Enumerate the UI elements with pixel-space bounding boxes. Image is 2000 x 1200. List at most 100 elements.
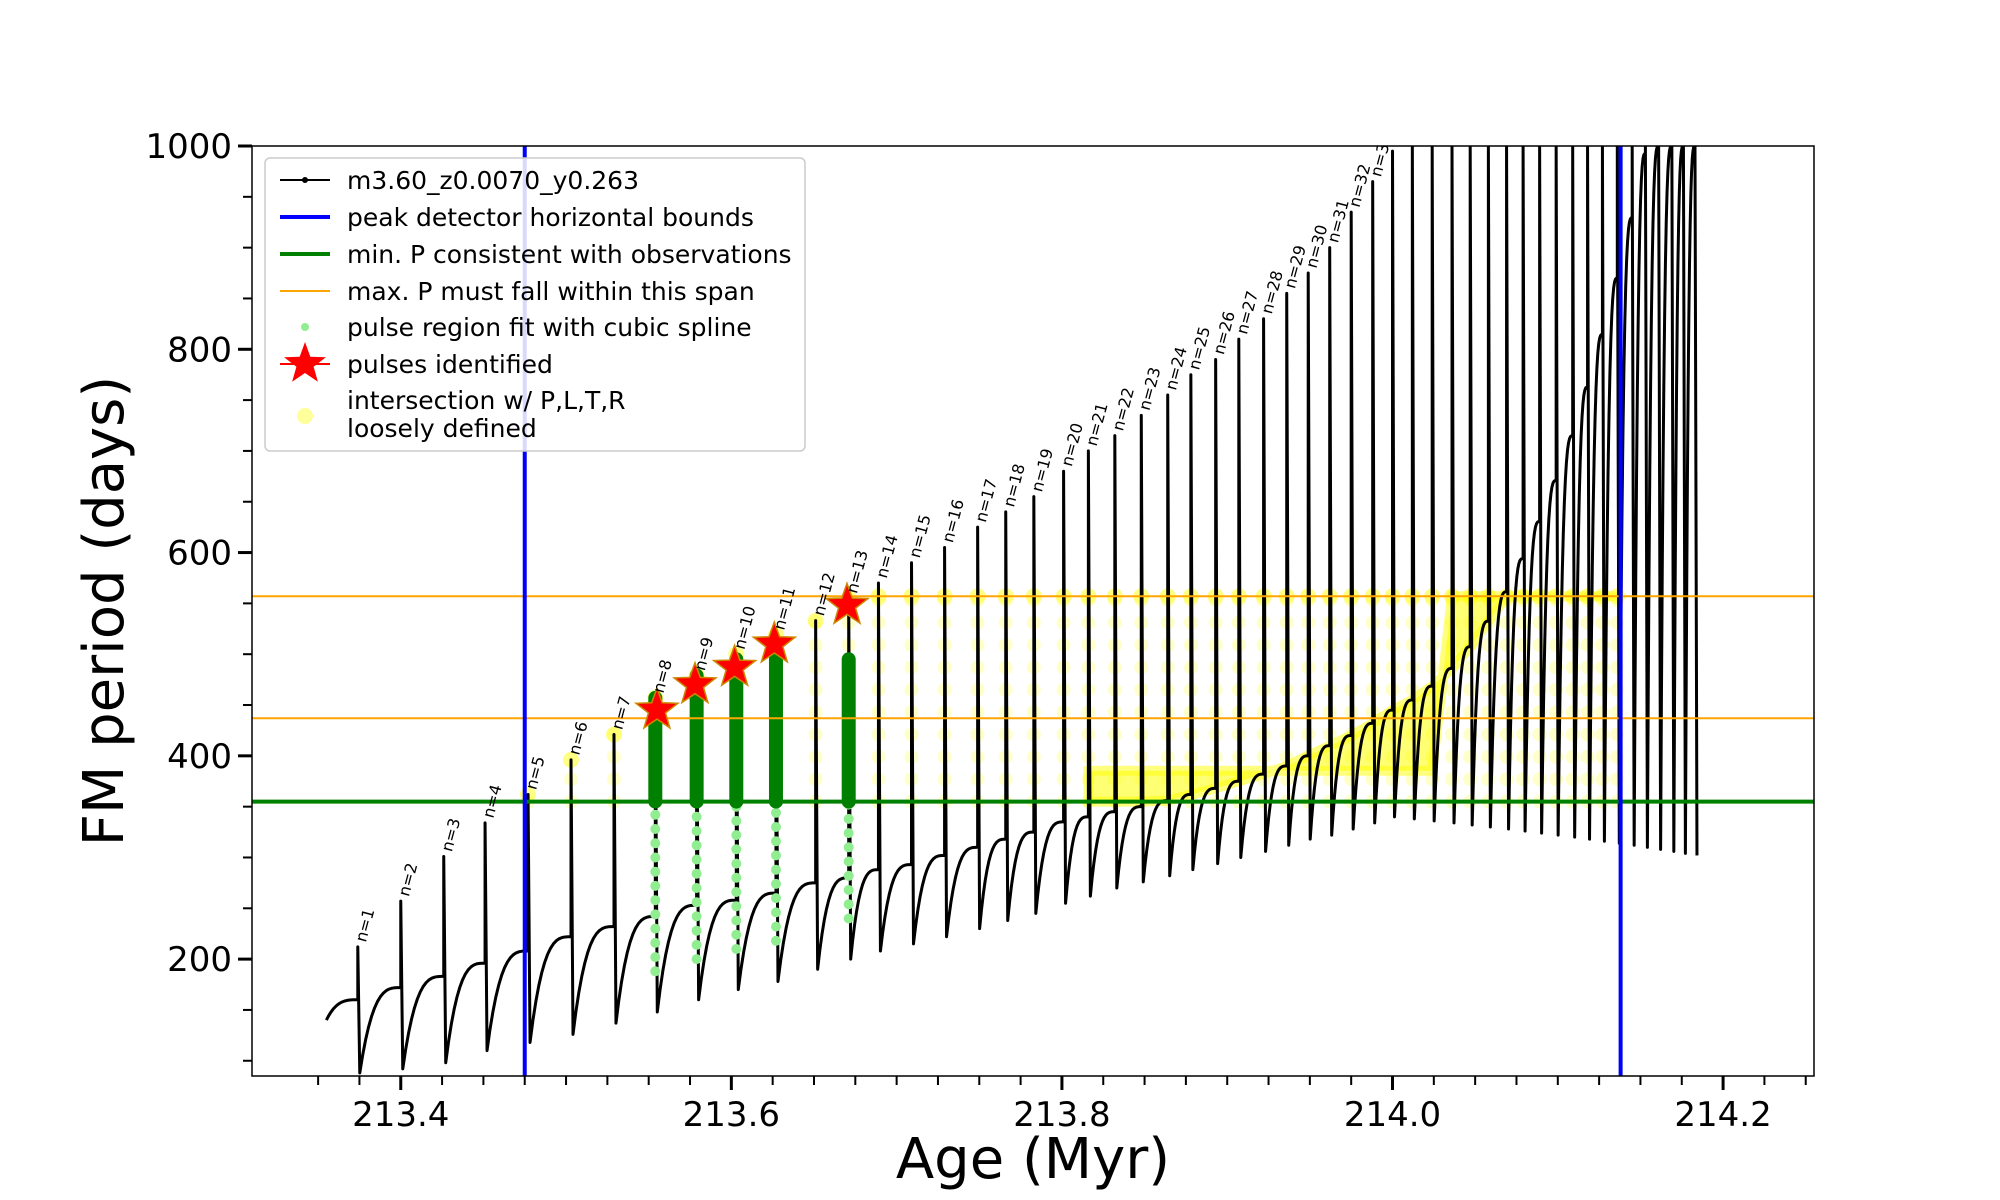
x-tick-label: 213.6 bbox=[683, 1095, 780, 1135]
spline-fit-point bbox=[650, 895, 661, 906]
spline-fit-point bbox=[650, 952, 661, 963]
spline-fit-point bbox=[771, 836, 781, 847]
legend-label: m3.60_z0.0070_y0.263 bbox=[347, 166, 639, 195]
x-axis-label: Age (Myr) bbox=[896, 1127, 1170, 1192]
intersection-marker bbox=[1595, 682, 1610, 697]
spline-fit-point bbox=[650, 937, 661, 948]
spline-fit-point bbox=[843, 870, 854, 881]
intersection-marker bbox=[1595, 705, 1610, 720]
intersection-marker bbox=[1445, 727, 1459, 742]
spline-fit-point bbox=[843, 828, 854, 839]
spline-fit-point bbox=[691, 883, 702, 893]
spline-fit-point bbox=[650, 866, 661, 877]
spline-fit-point bbox=[691, 939, 702, 950]
spline-fit-point bbox=[731, 830, 742, 841]
spline-fit-point bbox=[691, 854, 702, 865]
spline-fit-point bbox=[843, 813, 854, 824]
spline-fit-point bbox=[650, 824, 661, 834]
identified-pulse-star bbox=[823, 581, 871, 626]
legend-label: pulses identified bbox=[347, 350, 553, 379]
spline-fit-point bbox=[650, 852, 661, 863]
y-tick-label: 800 bbox=[167, 330, 232, 370]
plot-area bbox=[252, 146, 1814, 1076]
spline-fit-point bbox=[843, 913, 854, 924]
spline-fit-point bbox=[650, 923, 661, 934]
x-tick-label: 214.0 bbox=[1344, 1095, 1441, 1135]
spline-fit-point bbox=[771, 907, 781, 918]
intersection-marker bbox=[1445, 705, 1459, 720]
intersection-marker bbox=[1516, 772, 1531, 787]
spline-fit-point bbox=[731, 872, 742, 883]
legend-label: intersection w/ P,L,T,R bbox=[347, 386, 626, 415]
intersection-marker bbox=[1565, 705, 1580, 720]
plot-frame bbox=[251, 145, 1815, 1077]
legend-label: max. P must fall within this span bbox=[347, 277, 755, 306]
spline-fit-point bbox=[691, 925, 702, 936]
legend-swatch-marker bbox=[302, 177, 308, 183]
y-tick-label: 400 bbox=[167, 737, 232, 777]
spline-fit-point bbox=[771, 921, 781, 932]
y-axis-label: FM period (days) bbox=[72, 376, 137, 846]
spline-fit-point bbox=[771, 878, 781, 889]
intersection-marker bbox=[1580, 749, 1595, 764]
y-tick-label: 1000 bbox=[145, 127, 232, 167]
spline-fit-point bbox=[650, 838, 661, 849]
intersection-marker bbox=[1565, 727, 1580, 742]
y-tick-label: 200 bbox=[167, 940, 232, 980]
spline-fit-point bbox=[771, 864, 781, 875]
spline-fit-point bbox=[843, 885, 854, 895]
identified-pulse-star bbox=[711, 643, 758, 688]
spline-fit-point bbox=[731, 858, 742, 869]
spline-fit-point bbox=[691, 954, 702, 965]
legend-box bbox=[264, 157, 806, 452]
x-axis: 213.4 213.6 213.8 214.0 214.2 bbox=[317, 1076, 1807, 1135]
spline-fit-point bbox=[650, 809, 661, 820]
intersection-marker bbox=[1595, 749, 1610, 764]
spline-fit-point bbox=[731, 844, 742, 855]
spline-fit-point bbox=[771, 807, 781, 818]
spline-fit-point bbox=[771, 893, 781, 904]
spline-fit-point bbox=[771, 935, 781, 946]
intersection-marker bbox=[1532, 772, 1547, 787]
legend-swatch bbox=[297, 408, 313, 424]
identified-pulse-star bbox=[672, 660, 719, 705]
spline-fit-point bbox=[731, 901, 742, 912]
intersection-marker bbox=[1595, 727, 1610, 742]
intersection-marker bbox=[1463, 682, 1478, 697]
spline-fit-point bbox=[771, 822, 781, 832]
x-tick-label: 214.2 bbox=[1674, 1095, 1771, 1135]
spline-fit-point bbox=[691, 840, 702, 851]
spline-fit-point bbox=[843, 899, 854, 910]
intersection-marker bbox=[1516, 749, 1531, 764]
intersection-marker bbox=[1445, 682, 1459, 697]
intersection-marker bbox=[1580, 772, 1595, 787]
intersection-marker bbox=[1481, 682, 1496, 697]
intersection-marker bbox=[1549, 772, 1564, 787]
legend-swatch bbox=[301, 323, 309, 331]
spline-fit-point bbox=[650, 880, 661, 891]
spline-fit-point bbox=[691, 911, 702, 922]
intersection-marker bbox=[1463, 772, 1478, 787]
intersection-marker bbox=[1580, 705, 1595, 720]
spline-fit-point bbox=[843, 856, 854, 867]
y-tick-label: 600 bbox=[167, 534, 232, 574]
legend-swatch bbox=[284, 342, 326, 382]
spline-fit-point bbox=[691, 897, 702, 908]
intersection-marker bbox=[1532, 749, 1547, 764]
legend-label: loosely defined bbox=[347, 414, 537, 443]
legend-label: peak detector horizontal bounds bbox=[347, 203, 754, 232]
identified-pulse-star bbox=[751, 619, 798, 664]
legend-label: pulse region fit with cubic spline bbox=[347, 313, 752, 342]
x-tick-label: 213.8 bbox=[1013, 1095, 1110, 1135]
y-axis: 200 400 600 800 1000 bbox=[145, 127, 252, 1062]
spline-fit-point bbox=[731, 887, 742, 897]
intersection-marker bbox=[1499, 772, 1514, 787]
intersection-marker bbox=[1549, 749, 1564, 764]
pulse-regions bbox=[648, 652, 856, 809]
spline-fit-point bbox=[691, 826, 702, 836]
spline-fit-point bbox=[731, 929, 742, 940]
identified-pulse-star bbox=[633, 685, 681, 730]
intersection-marker bbox=[1580, 727, 1595, 742]
